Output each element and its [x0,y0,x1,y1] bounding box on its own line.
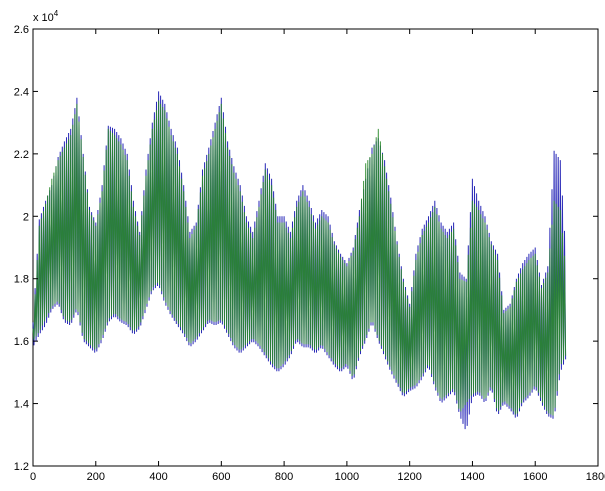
x-tick-label: 800 [275,471,293,483]
y-tick-label: 2 [23,211,29,223]
x-tick-label: 1800 [586,471,605,483]
x-axis-ticks: 0 200 400 600 800 1000 1200 1400 1600 1800 [30,29,605,483]
x-tick-label: 1600 [523,471,547,483]
y-axis-ticks: 1.2 1.4 1.6 1.8 2 2.2 2.4 2.6 [14,24,598,473]
y-exponent-label: x 104 [33,9,59,24]
y-tick-label: 1.4 [14,399,29,411]
y-exponent-power: 4 [54,9,59,18]
series-line-2 [32,100,567,416]
x-tick-label: 1200 [397,471,421,483]
y-tick-label: 1.6 [14,336,29,348]
y-tick-label: 2.2 [14,149,29,161]
y-tick-label: 1.8 [14,274,29,286]
x-tick-label: 0 [30,471,36,483]
x-tick-label: 400 [149,471,167,483]
x-tick-label: 1400 [460,471,484,483]
y-tick-label: 2.6 [14,24,29,36]
x-tick-label: 200 [87,471,105,483]
y-tick-label: 2.4 [14,86,29,98]
y-tick-label: 1.2 [14,461,29,473]
x-tick-label: 1000 [335,471,359,483]
y-exponent-base: x 10 [33,12,54,24]
x-tick-label: 600 [212,471,230,483]
series-layer [32,91,567,430]
